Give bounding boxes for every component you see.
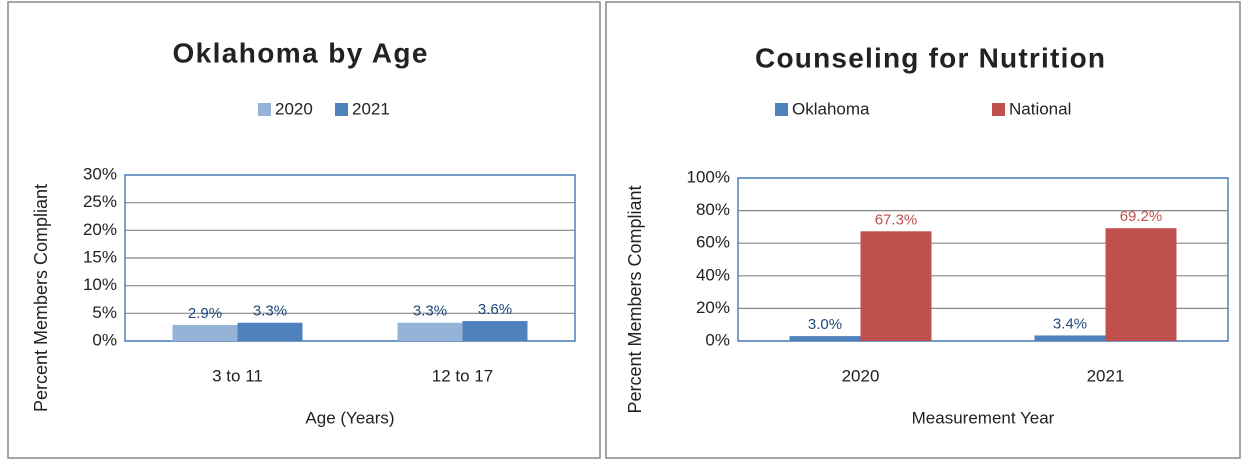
bar bbox=[1105, 228, 1177, 341]
legend-swatch bbox=[775, 103, 788, 116]
y-tick-label: 100% bbox=[687, 167, 730, 186]
y-tick-label: 5% bbox=[92, 303, 117, 322]
plot-frame bbox=[737, 177, 1229, 342]
data-label: 3.3% bbox=[253, 303, 287, 320]
bar bbox=[237, 322, 303, 341]
data-label: 3.3% bbox=[413, 303, 447, 320]
x-tick-label: 2020 bbox=[842, 366, 880, 385]
legend-label: 2020 bbox=[275, 99, 313, 118]
legend-swatch bbox=[335, 103, 348, 116]
data-label: 3.6% bbox=[478, 301, 512, 318]
chart-title: Counseling for Nutrition bbox=[755, 42, 1105, 73]
x-axis-label: Measurement Year bbox=[912, 408, 1055, 427]
legend-label: 2021 bbox=[352, 99, 390, 118]
data-label: 69.2% bbox=[1120, 208, 1163, 225]
y-tick-label: 10% bbox=[83, 275, 117, 294]
y-axis-label: Percent Members Compliant bbox=[31, 184, 51, 412]
y-tick-label: 0% bbox=[92, 330, 117, 349]
y-tick-label: 0% bbox=[705, 330, 730, 349]
y-tick-label: 20% bbox=[83, 220, 117, 239]
x-tick-label: 12 to 17 bbox=[432, 366, 493, 385]
data-label: 3.4% bbox=[1053, 315, 1087, 332]
x-axis-label: Age (Years) bbox=[305, 408, 394, 427]
data-label: 67.3% bbox=[875, 211, 918, 228]
y-axis-label: Percent Members Compliant bbox=[625, 185, 645, 413]
y-tick-label: 15% bbox=[83, 247, 117, 266]
chart-title: Oklahoma by Age bbox=[173, 37, 428, 68]
plot-frame bbox=[124, 174, 576, 342]
bar bbox=[860, 231, 932, 341]
y-tick-label: 20% bbox=[696, 298, 730, 317]
y-tick-label: 40% bbox=[696, 265, 730, 284]
legend-swatch bbox=[258, 103, 271, 116]
x-tick-label: 2021 bbox=[1087, 366, 1125, 385]
data-label: 3.0% bbox=[808, 316, 842, 333]
y-tick-label: 30% bbox=[83, 164, 117, 183]
bar bbox=[1034, 335, 1106, 341]
data-label: 2.9% bbox=[188, 305, 222, 322]
bar bbox=[789, 336, 861, 341]
bar bbox=[397, 322, 463, 341]
bar bbox=[172, 324, 238, 341]
y-tick-label: 80% bbox=[696, 200, 730, 219]
legend-swatch bbox=[992, 103, 1005, 116]
x-tick-label: 3 to 11 bbox=[212, 366, 263, 385]
legend-label: National bbox=[1009, 99, 1071, 118]
y-tick-label: 60% bbox=[696, 233, 730, 252]
panel-frame bbox=[7, 1, 601, 459]
y-tick-label: 25% bbox=[83, 192, 117, 211]
legend-label: Oklahoma bbox=[792, 99, 870, 118]
panel-frame bbox=[605, 1, 1241, 459]
bar bbox=[462, 321, 528, 341]
